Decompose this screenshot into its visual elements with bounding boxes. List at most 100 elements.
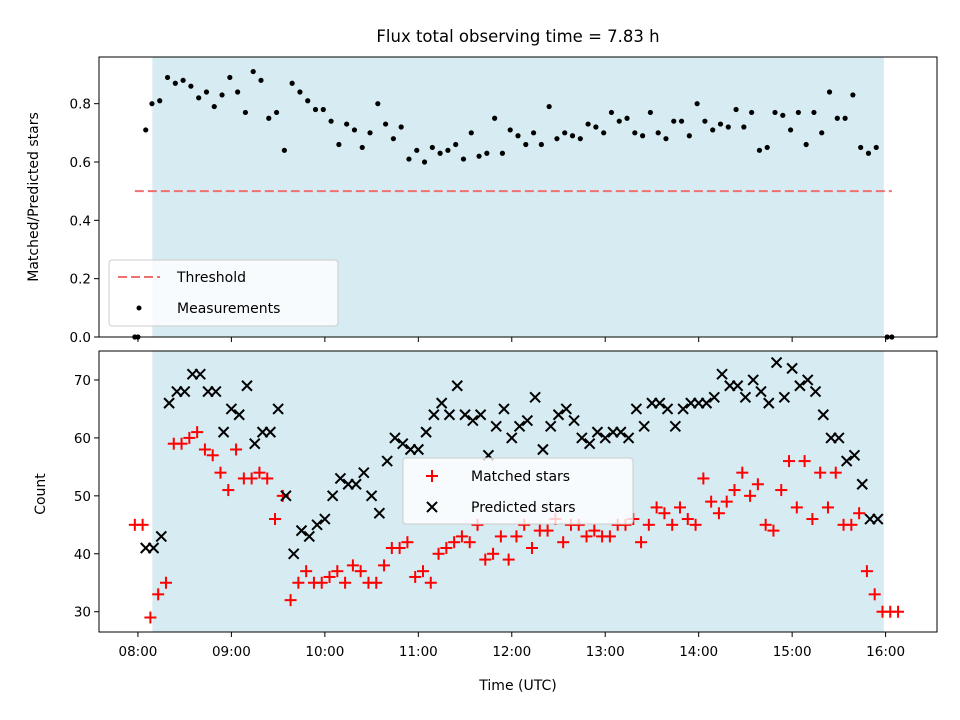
predicted-star-marker [428, 409, 440, 421]
predicted-star-marker [786, 362, 798, 375]
x-tick-label: 15:00 [773, 644, 812, 660]
x-axis-label: Time (UTC) [478, 678, 556, 694]
measurement-point [725, 124, 731, 130]
measurement-point [367, 130, 373, 136]
measurement-point [281, 147, 287, 153]
matched-star-marker [378, 559, 391, 572]
measurement-point [328, 118, 334, 124]
predicted-star-marker [583, 437, 596, 450]
matched-star-marker [331, 565, 344, 578]
predicted-star-marker [319, 513, 331, 525]
x-tick-label: 09:00 [212, 644, 251, 660]
measurement-point [460, 156, 467, 162]
predicted-star-marker [591, 426, 604, 438]
predicted-star-marker [350, 478, 362, 490]
y-tick-label: 0.8 [70, 97, 91, 113]
legend-matched-swatch [426, 470, 438, 482]
marker-stroke [303, 530, 315, 543]
marker-stroke [397, 437, 409, 450]
count-legend: Matched stars Predicted stars [402, 457, 634, 525]
marker-stroke [856, 478, 868, 490]
marker-stroke [872, 513, 884, 525]
marker-stroke [217, 426, 230, 438]
matched-star-marker [697, 472, 710, 485]
measurement-point [764, 144, 770, 151]
matched-star-marker [245, 472, 258, 485]
predicted-star-marker [747, 374, 759, 386]
marker-stroke [350, 478, 362, 490]
predicted-star-marker [506, 432, 518, 444]
count-plot-frame [98, 350, 938, 633]
predicted-star-marker [459, 409, 471, 421]
matched-star-marker [845, 518, 858, 531]
matched-star-marker [198, 443, 211, 456]
matched-star-marker [580, 530, 593, 543]
marker-stroke [552, 409, 565, 421]
marker-stroke [786, 362, 798, 375]
x-tick-label: 11:00 [399, 644, 438, 660]
measurement-point [601, 130, 607, 136]
matched-star-marker [759, 518, 772, 531]
legend-threshold-label: Threshold [176, 270, 246, 286]
y-tick-label: 0.6 [70, 155, 91, 171]
marker-stroke [731, 380, 744, 392]
measurement-point [143, 127, 149, 133]
marker-stroke [513, 420, 526, 433]
y-tick-label: 60 [74, 431, 91, 447]
measurement-point [803, 141, 809, 148]
matched-star-marker [806, 513, 819, 526]
matched-star-marker [261, 472, 274, 485]
marker-stroke [599, 432, 611, 444]
measurement-point [359, 144, 365, 151]
y-tick-label: 70 [74, 373, 91, 389]
matched-star-marker [416, 565, 429, 578]
measurement-point [476, 153, 482, 159]
predicted-star-marker [817, 409, 830, 421]
measurement-point [873, 144, 879, 151]
ratio-panel: 0.0 0.2 0.4 0.6 0.8 Flux total observing tim… [26, 27, 938, 346]
marker-stroke [467, 414, 479, 427]
matched-star-marker [829, 466, 842, 479]
measurement-point [383, 121, 389, 127]
measurement-point [414, 147, 420, 153]
measurement-point [562, 130, 568, 136]
marker-stroke [669, 420, 682, 433]
marker-stroke [474, 409, 487, 421]
predicted-star-marker [654, 397, 666, 409]
matched-star-marker [432, 547, 445, 560]
measurement-point [865, 150, 872, 156]
marker-stroke [381, 455, 393, 467]
measurement-point [149, 101, 155, 107]
measurement-point [702, 118, 708, 124]
measurement-point [834, 115, 840, 121]
predicted-star-marker [833, 432, 845, 444]
marker-stroke [763, 397, 775, 409]
matched-star-marker [673, 501, 686, 514]
predicted-star-marker [435, 397, 448, 409]
predicted-star-marker [708, 391, 720, 404]
measurement-point [266, 115, 272, 121]
marker-stroke [560, 403, 572, 415]
predicted-star-marker [163, 397, 175, 409]
marker-stroke [147, 542, 160, 554]
marker-stroke [264, 426, 277, 438]
matched-star-marker [557, 536, 570, 549]
matched-star-marker [253, 466, 266, 479]
measurement-point [344, 121, 350, 127]
marker-stroke [287, 548, 300, 560]
marker-stroke [521, 414, 534, 427]
ratio-y-axis-label: Matched/Predicted stars [26, 112, 42, 282]
measurement-point [242, 109, 249, 116]
measurement-point [686, 133, 692, 139]
predicted-star-marker [474, 409, 487, 421]
legend-box [402, 457, 634, 525]
matched-star-marker [479, 553, 492, 566]
matched-star-marker [487, 547, 500, 560]
measurement-point [616, 118, 622, 124]
predicted-star-marker [389, 432, 401, 444]
marker-stroke [529, 391, 541, 404]
matched-star-marker [868, 588, 881, 601]
predicted-star-marker [568, 414, 580, 427]
measurement-point [554, 136, 560, 142]
